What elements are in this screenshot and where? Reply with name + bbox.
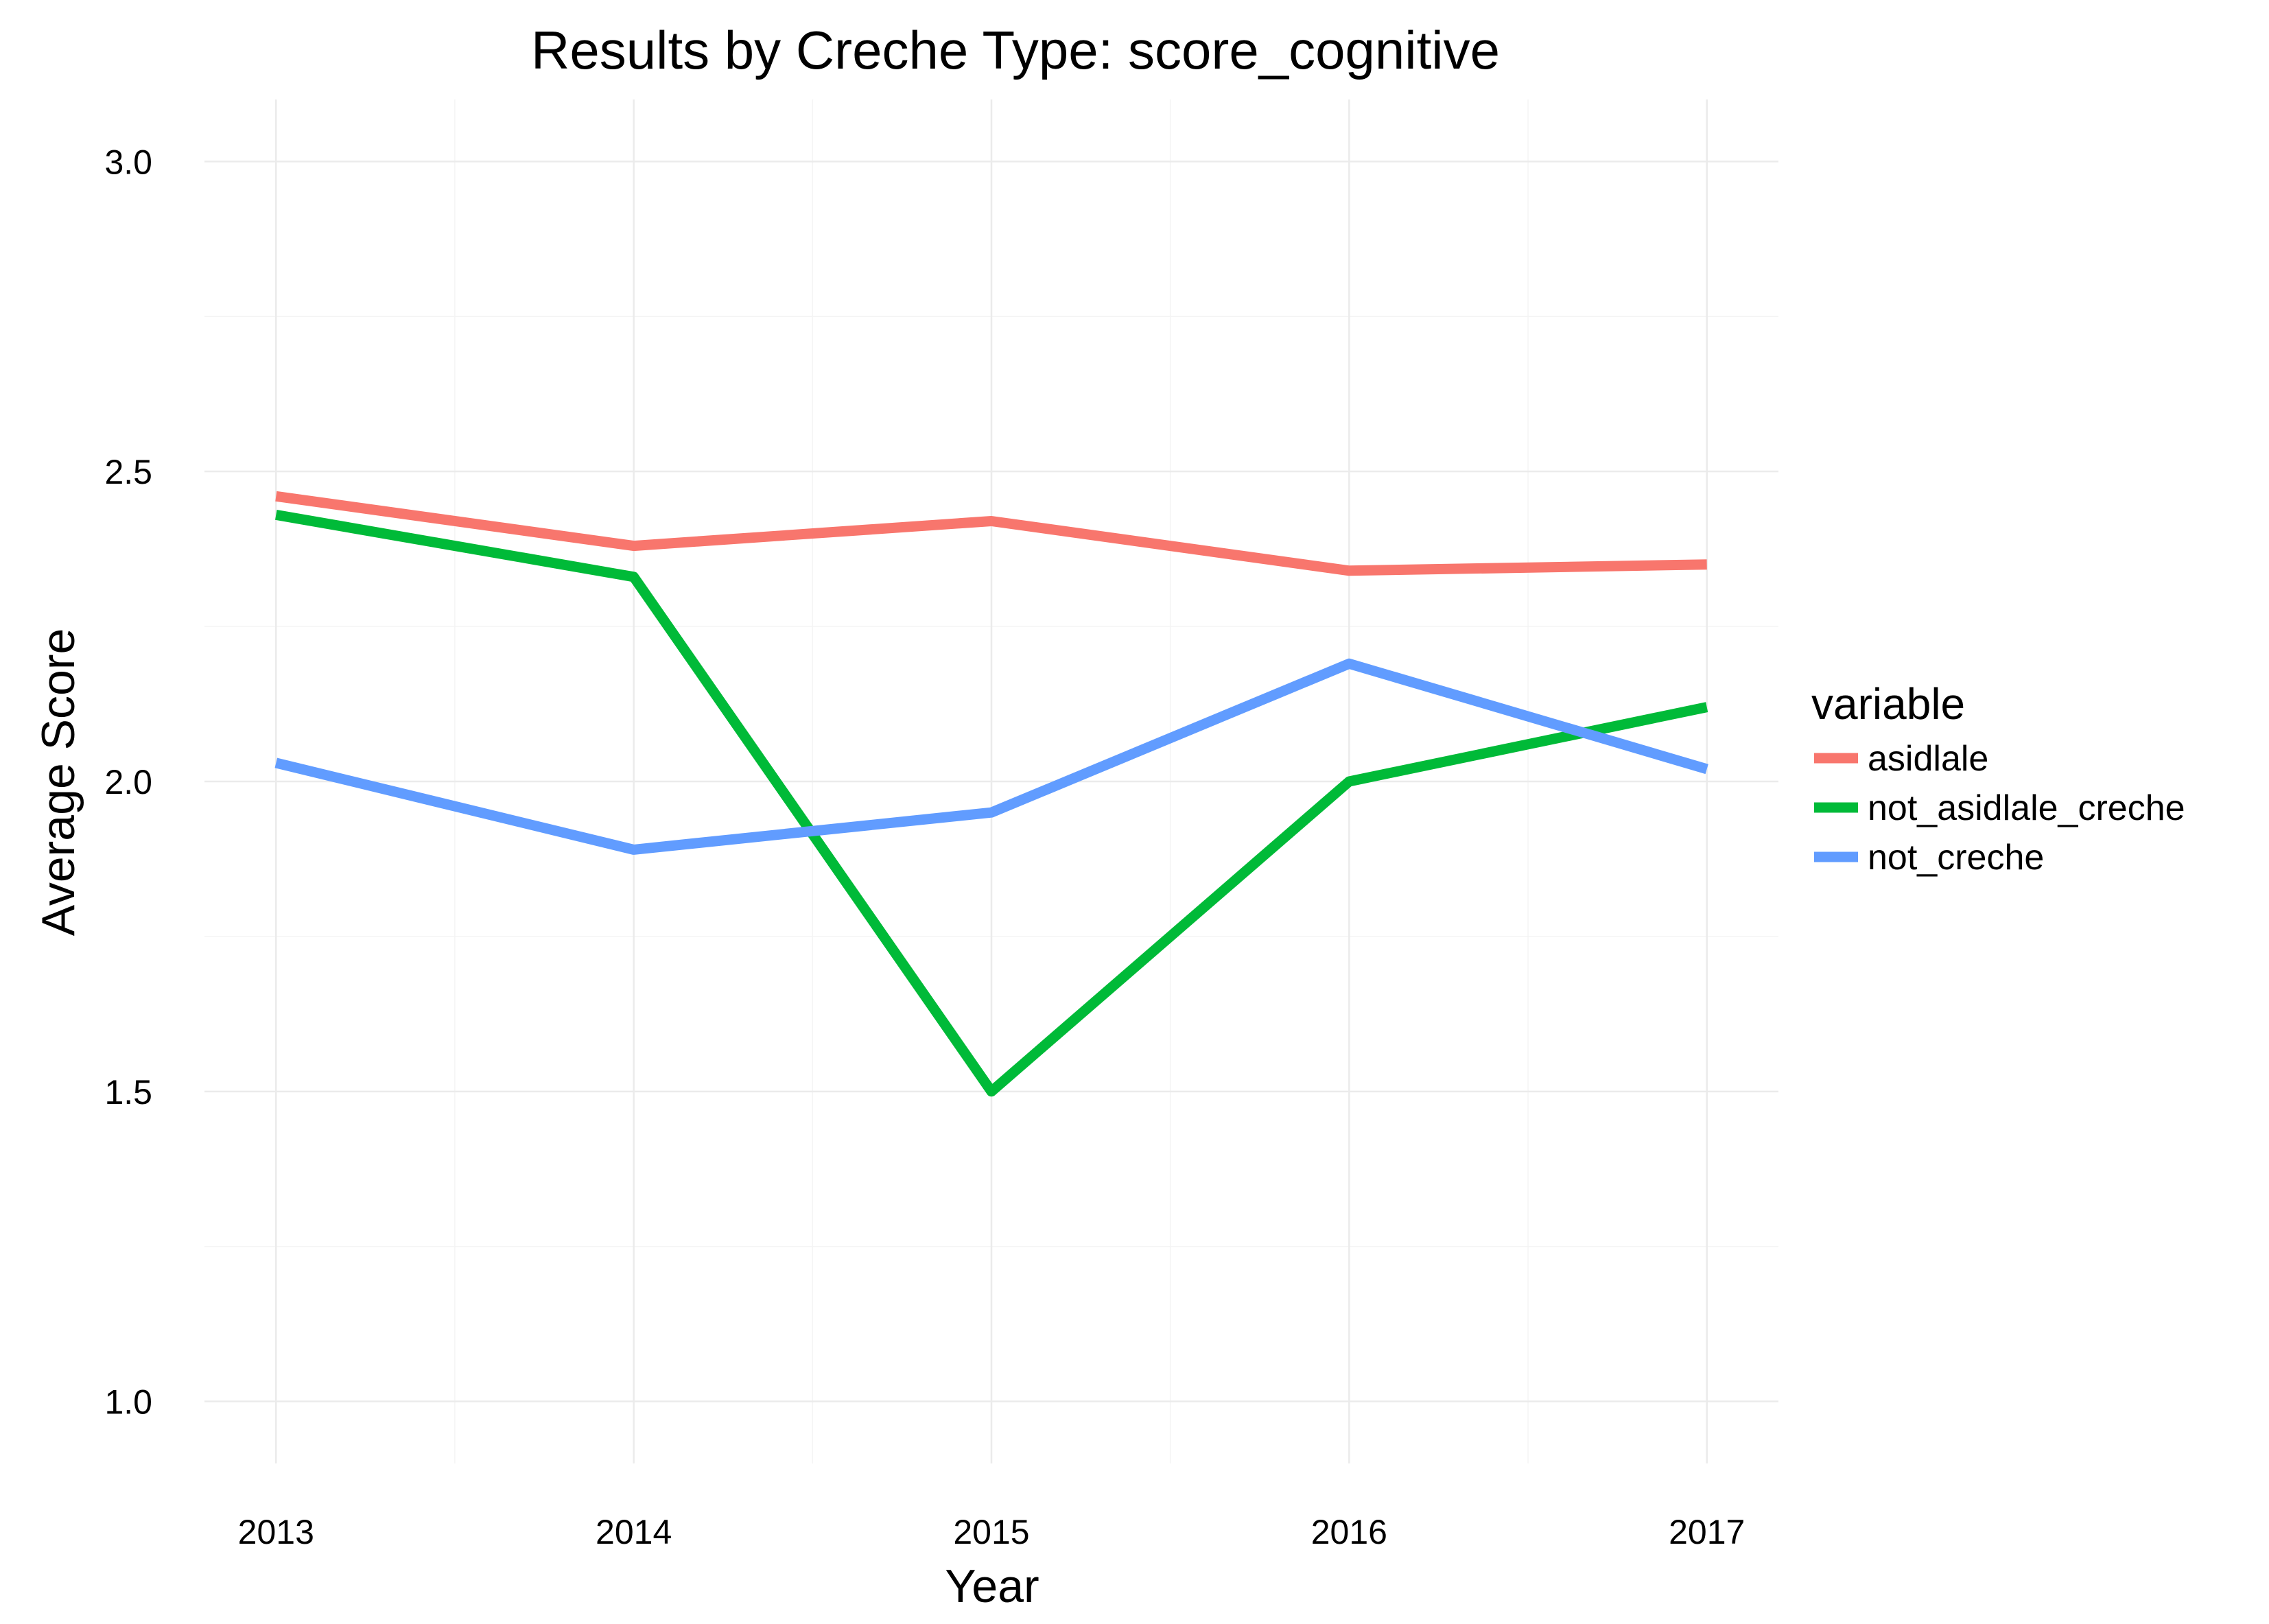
y-axis-title: Average Score (32, 628, 84, 937)
legend-title: variable (1811, 679, 1965, 729)
x-axis-ticks: 2013 2014 2015 2016 2017 (238, 1513, 1745, 1551)
legend-label: not_asidlale_creche (1868, 788, 2185, 828)
legend: variable asidlale not_asidlale_creche not_… (1811, 679, 2185, 878)
x-tick-label: 2015 (953, 1513, 1029, 1551)
y-tick-label: 1.5 (104, 1073, 152, 1111)
chart-title: Results by Creche Type: score_cognitive (531, 20, 1500, 80)
grid (204, 99, 1778, 1463)
y-tick-label: 2.0 (104, 763, 152, 801)
legend-label: asidlale (1868, 739, 1988, 779)
x-tick-label: 2016 (1311, 1513, 1387, 1551)
x-tick-label: 2014 (596, 1513, 672, 1551)
x-axis-title: Year (945, 1560, 1039, 1612)
x-tick-label: 2017 (1669, 1513, 1745, 1551)
y-tick-label: 3.0 (104, 143, 152, 181)
y-axis-ticks: 1.0 1.5 2.0 2.5 3.0 (104, 143, 152, 1421)
y-tick-label: 1.0 (104, 1383, 152, 1422)
series-line-not-creche (274, 658, 1708, 855)
legend-items: asidlale not_asidlale_creche not_creche (1814, 739, 2185, 878)
series-line-asidlale (275, 491, 1707, 576)
series-line-not-asidlale-creche (275, 510, 1708, 1097)
x-tick-label: 2013 (238, 1513, 314, 1551)
series-lines (274, 491, 1708, 1097)
legend-label: not_creche (1868, 838, 2044, 878)
y-tick-label: 2.5 (104, 453, 152, 491)
